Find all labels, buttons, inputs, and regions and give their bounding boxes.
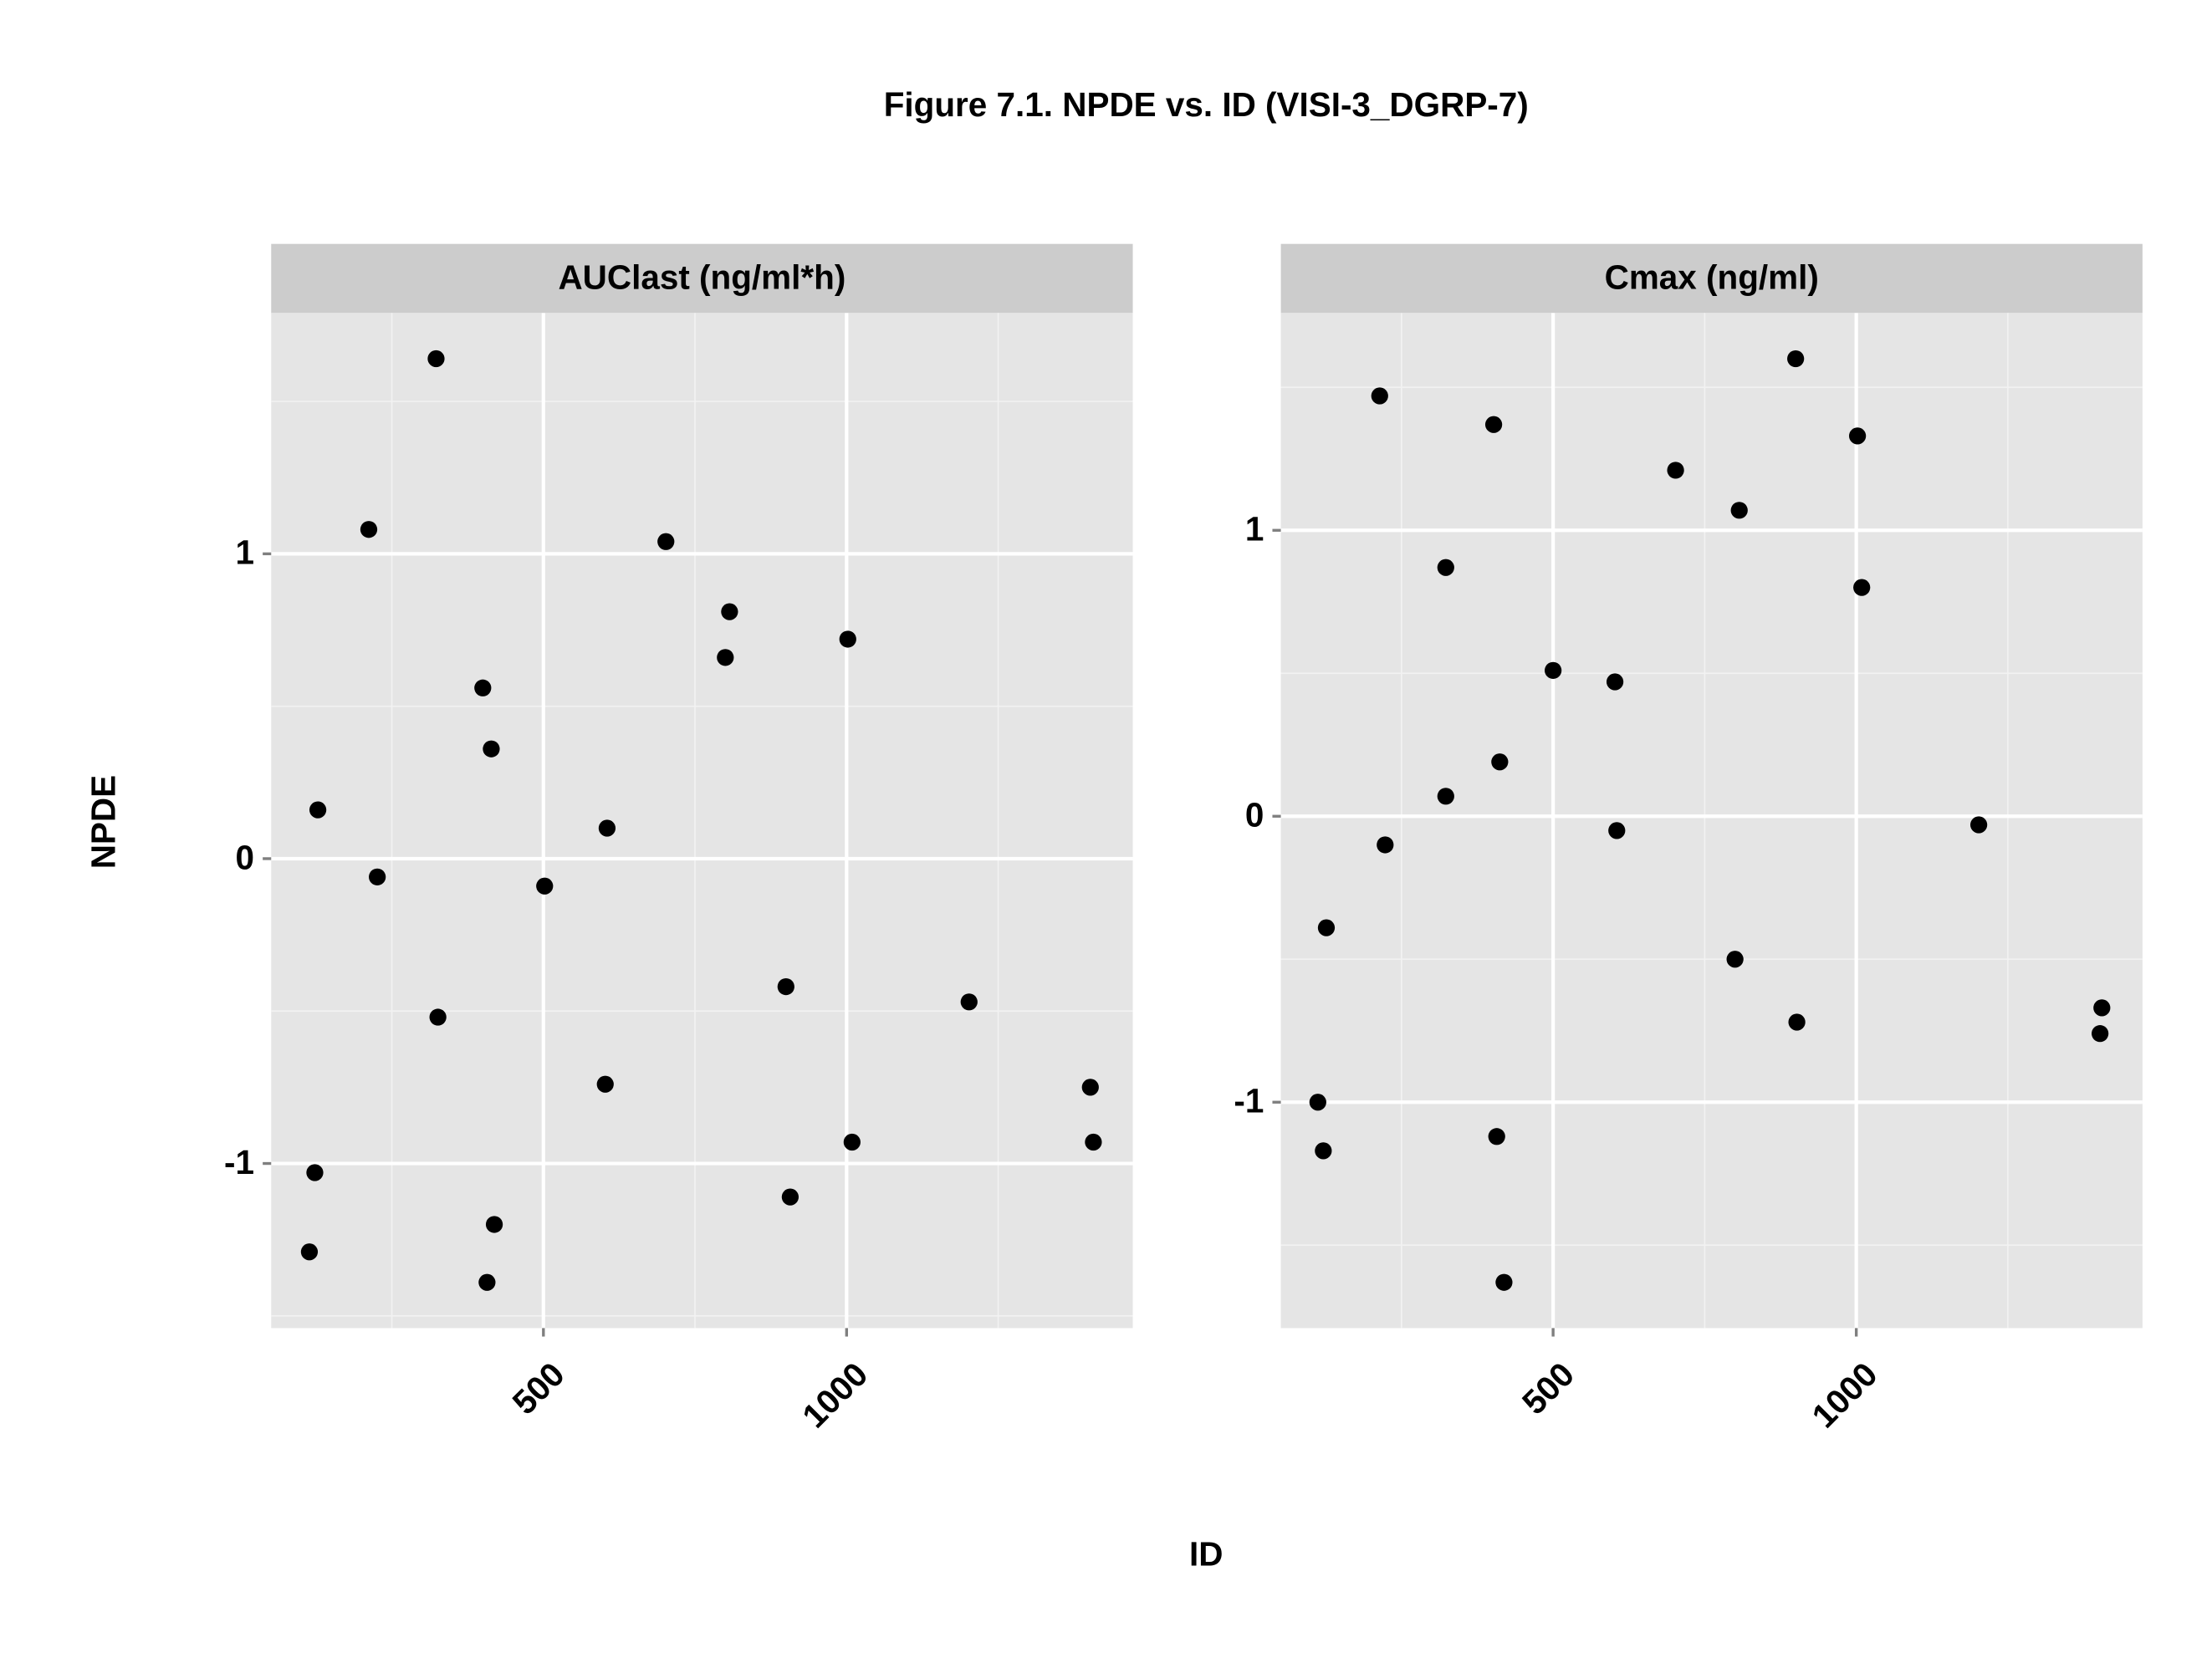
point [1787, 349, 1805, 368]
point [1726, 951, 1744, 968]
point [474, 679, 492, 696]
y-tick-label: -1 [224, 1143, 254, 1181]
plot-background [1280, 313, 2143, 1329]
point [1371, 387, 1388, 405]
y-axis-label: NPDE [84, 775, 123, 869]
point [1085, 1133, 1102, 1151]
point [1608, 822, 1626, 839]
point [360, 521, 378, 538]
point [1495, 1273, 1513, 1291]
point [536, 877, 554, 895]
y-tick-label: 1 [1245, 510, 1264, 548]
point [306, 1164, 324, 1181]
point [1309, 1094, 1326, 1111]
point [485, 1216, 503, 1233]
point [1081, 1079, 1099, 1096]
point [478, 1273, 496, 1291]
point [1488, 1128, 1505, 1145]
chart-title: Figure 7.1. NPDE vs. ID (VISI-3_DGRP-7) [884, 85, 1529, 124]
point [1667, 462, 1684, 479]
point [1848, 427, 1867, 445]
x-tick-label: 1000 [1805, 1354, 1885, 1435]
point [1491, 753, 1509, 771]
x-axis-label: ID [1189, 1534, 1223, 1573]
point [427, 349, 445, 368]
point [1545, 661, 1562, 679]
point [1730, 502, 1748, 519]
point [309, 801, 327, 819]
y-tick-label: 0 [1245, 796, 1264, 834]
point [721, 603, 738, 620]
point [596, 1075, 614, 1093]
point [2092, 1025, 2109, 1043]
y-tick-label: 1 [236, 533, 255, 572]
point [598, 819, 616, 837]
point [1377, 836, 1394, 854]
point [369, 868, 386, 885]
panel-title: AUClast (ng/ml*h) [558, 258, 845, 296]
point [1437, 559, 1454, 576]
strip [271, 243, 1133, 314]
point [1853, 579, 1871, 596]
point [1437, 788, 1454, 805]
point [839, 630, 856, 648]
x-tick-label: 500 [505, 1354, 572, 1421]
point [777, 977, 794, 996]
point [1317, 919, 1336, 936]
point [483, 740, 500, 758]
plot-background [271, 313, 1133, 1329]
point [429, 1008, 447, 1026]
point [843, 1133, 861, 1151]
point [1315, 1142, 1332, 1160]
point [300, 1243, 319, 1261]
x-tick-label: 1000 [794, 1354, 875, 1435]
point [657, 533, 675, 550]
point [717, 649, 734, 666]
point [2093, 999, 2111, 1017]
strip [1280, 243, 2143, 314]
point [1788, 1013, 1806, 1031]
point [1969, 816, 1988, 834]
panel-title: Cmax (ng/ml) [1605, 258, 1819, 296]
x-tick-label: 500 [1515, 1354, 1581, 1421]
point [781, 1188, 799, 1206]
y-tick-label: 0 [236, 838, 255, 876]
y-tick-label: -1 [1234, 1082, 1264, 1120]
point [960, 993, 978, 1011]
point [1484, 416, 1503, 433]
point [1606, 673, 1624, 691]
